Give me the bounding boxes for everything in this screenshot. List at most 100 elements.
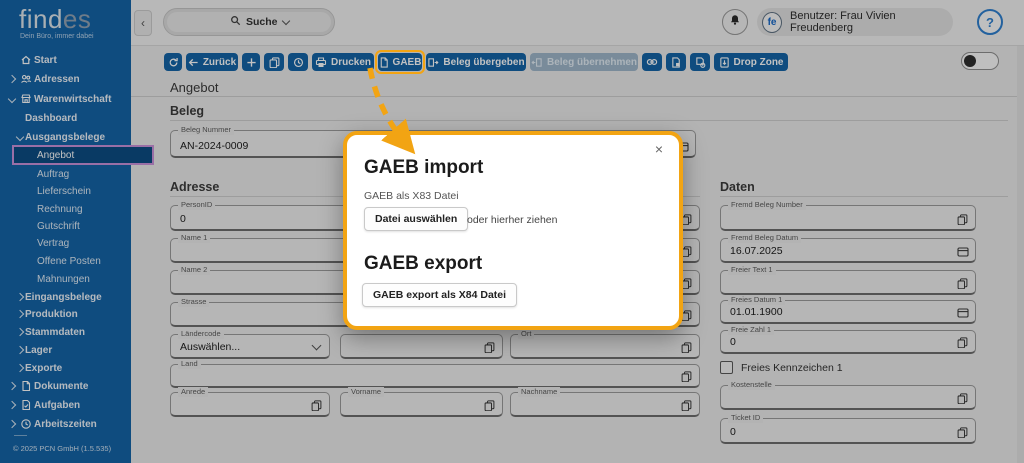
sidebar-item-label: Lager: [25, 344, 53, 356]
copy-icon[interactable]: [680, 245, 693, 257]
ort-field[interactable]: Ort: [510, 329, 700, 359]
sidebar-item-mahnungen[interactable]: Mahnungen: [0, 270, 168, 288]
close-icon[interactable]: ×: [654, 141, 663, 157]
sidebar-item-start[interactable]: Start: [0, 51, 138, 69]
sidebar-item-dokumente[interactable]: Dokumente: [0, 377, 138, 395]
sidebar-item-lager[interactable]: Lager: [0, 341, 146, 359]
dropzone-label: Drop Zone: [733, 56, 784, 68]
vorname-field[interactable]: Vorname: [340, 387, 503, 417]
copy-icon[interactable]: [956, 213, 969, 225]
sidebar-item-exporte[interactable]: Exporte: [0, 359, 146, 377]
ticket-id-field[interactable]: Ticket ID 0: [720, 413, 976, 444]
toolbar: Zurück Drucken GAEB Beleg übergeben Bele…: [164, 50, 788, 74]
calendar-icon[interactable]: [956, 306, 969, 318]
calendar-icon[interactable]: [956, 245, 969, 257]
sidebar-item-stammdaten[interactable]: Stammdaten: [0, 323, 146, 341]
copy-icon[interactable]: [680, 277, 693, 289]
fremd-beleg-number-field[interactable]: Fremd Beleg Number: [720, 200, 976, 231]
gaeb-export-button[interactable]: GAEB export als X84 Datei: [362, 283, 518, 307]
freier-text-1-field[interactable]: Freier Text 1: [720, 265, 976, 295]
sidebar-item-arbeitszeiten[interactable]: Arbeitszeiten: [0, 415, 138, 433]
copy-icon[interactable]: [483, 399, 496, 411]
sidebar-item-produktion[interactable]: Produktion: [0, 305, 146, 323]
document-lock-button[interactable]: [666, 53, 686, 71]
sidebar-item-ausgangsbelege[interactable]: Ausgangsbelege: [0, 128, 146, 146]
sidebar-item-rechnung[interactable]: Rechnung: [0, 200, 168, 218]
field-label: Ticket ID: [728, 413, 764, 423]
field-label: Ort: [518, 329, 535, 339]
gaeb-import-subtitle: GAEB als X83 Datei: [364, 190, 459, 202]
copy-icon[interactable]: [956, 336, 969, 348]
sidebar-item-eingangsbelege[interactable]: Eingangsbelege: [0, 288, 146, 306]
section-divider: [170, 120, 1008, 121]
section-title-beleg: Beleg: [170, 104, 205, 118]
print-button[interactable]: Drucken: [312, 53, 374, 71]
view-toggle[interactable]: [961, 52, 999, 70]
search-input[interactable]: Suche: [163, 8, 335, 36]
sidebar-item-lieferschein[interactable]: Lieferschein: [0, 182, 168, 200]
laendercode-select[interactable]: Ländercode Auswählen...: [170, 329, 330, 359]
field-label: Vorname: [348, 387, 385, 397]
land-field[interactable]: Land: [170, 359, 700, 388]
copy-icon[interactable]: [956, 392, 969, 404]
logo-text-suffix: es: [62, 4, 92, 34]
copy-icon[interactable]: [956, 426, 969, 438]
freie-zahl-1-field[interactable]: Freie Zahl 1 0: [720, 325, 976, 354]
document-settings-button[interactable]: [690, 53, 710, 71]
link-button[interactable]: [642, 53, 662, 71]
sidebar-item-auftrag[interactable]: Auftrag: [0, 165, 168, 183]
copy-icon[interactable]: [956, 277, 969, 289]
avatar: fe: [762, 11, 783, 33]
sidebar-item-label: Angebot: [37, 149, 75, 161]
field-label: Nachname: [518, 387, 561, 397]
drop-zone-button[interactable]: Drop Zone: [714, 53, 788, 71]
sidebar-item-label: Ausgangsbelege: [25, 131, 106, 143]
sidebar-item-aufgaben[interactable]: Aufgaben: [0, 396, 138, 414]
sidebar-collapse-button[interactable]: ‹: [134, 10, 152, 36]
vertical-scrollbar[interactable]: [1017, 46, 1024, 463]
copy-icon[interactable]: [680, 399, 693, 411]
copy-icon[interactable]: [310, 399, 323, 411]
field-label: Kostenstelle: [728, 380, 775, 390]
home-icon: [17, 54, 34, 66]
field-value: 0: [180, 213, 186, 225]
sidebar-item-adressen[interactable]: Adressen: [0, 70, 138, 88]
app-logo: findes: [19, 6, 91, 32]
store-icon: [17, 93, 34, 105]
sidebar-item-angebot-selected[interactable]: Angebot: [12, 145, 154, 165]
add-button[interactable]: [242, 53, 260, 71]
arrow-left-icon: [188, 58, 198, 66]
user-menu[interactable]: fe Benutzer: Frau Vivien Freudenberg: [757, 8, 953, 36]
nachname-field[interactable]: Nachname: [510, 387, 700, 417]
takeover-document-button-disabled[interactable]: Beleg übernehmen: [530, 53, 638, 71]
anrede-field[interactable]: Anrede: [170, 387, 330, 417]
sidebar-item-label: Produktion: [25, 308, 78, 320]
copy-icon[interactable]: [680, 341, 693, 353]
fremd-beleg-datum-field[interactable]: Fremd Beleg Datum 16.07.2025: [720, 233, 976, 263]
sidebar-item-label: Dashboard: [25, 112, 78, 124]
copy-icon[interactable]: [680, 370, 693, 382]
freies-kennzeichen-checkbox[interactable]: [720, 361, 733, 374]
sidebar-item-vertrag[interactable]: Vertrag: [0, 234, 168, 252]
plus-icon: [246, 57, 256, 67]
copy-icon[interactable]: [483, 341, 496, 353]
freies-datum-1-field[interactable]: Freies Datum 1 01.01.1900: [720, 295, 976, 324]
copy-document-button[interactable]: [264, 53, 284, 71]
sidebar-item-offene-posten[interactable]: Offene Posten: [0, 252, 168, 270]
bell-icon: [729, 13, 741, 31]
covered-field[interactable]: [340, 334, 503, 359]
notifications-button[interactable]: [722, 9, 748, 35]
sidebar-item-warenwirtschaft[interactable]: Warenwirtschaft: [0, 90, 138, 108]
back-button[interactable]: Zurück: [186, 53, 238, 71]
help-button[interactable]: ?: [977, 9, 1003, 35]
drag-drop-hint: oder hierher ziehen: [467, 214, 558, 226]
kostenstelle-field[interactable]: Kostenstelle: [720, 380, 976, 410]
transfer-document-button[interactable]: Beleg übergeben: [426, 53, 526, 71]
refresh-button[interactable]: [164, 53, 182, 71]
refresh-icon: [169, 57, 178, 66]
history-button[interactable]: [288, 53, 308, 71]
sidebar-item-dashboard[interactable]: Dashboard: [0, 109, 146, 127]
choose-file-button[interactable]: Datei auswählen: [364, 207, 469, 231]
sidebar-item-label: Aufgaben: [34, 399, 81, 411]
sidebar-item-gutschrift[interactable]: Gutschrift: [0, 217, 168, 235]
